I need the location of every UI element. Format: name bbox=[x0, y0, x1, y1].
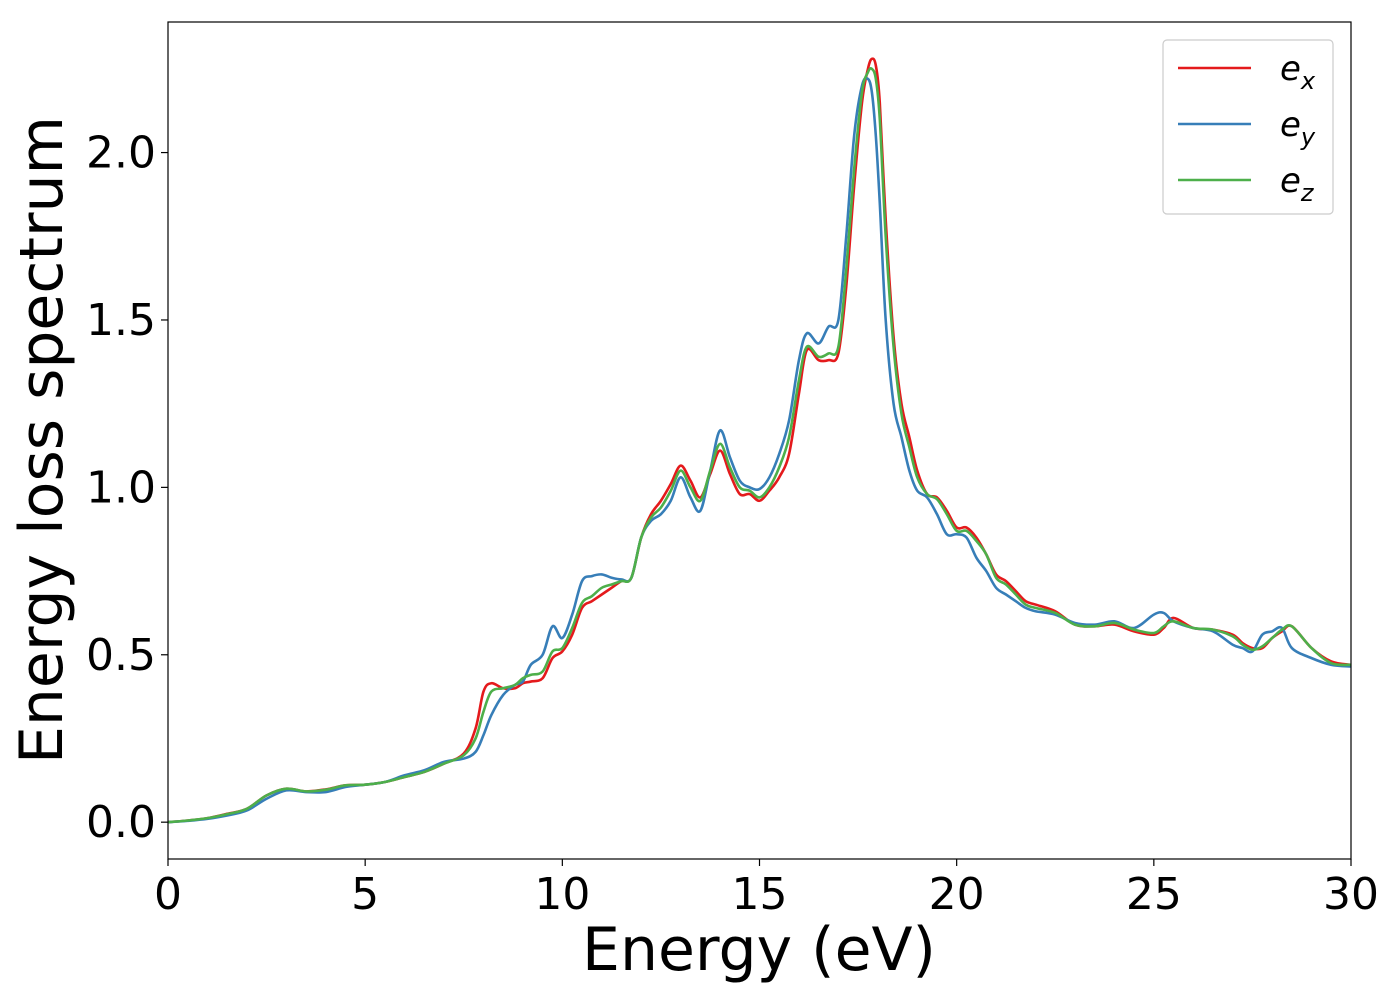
legend-label-e-x: ex bbox=[1280, 49, 1316, 95]
legend-label-e-z: ez bbox=[1280, 161, 1315, 207]
y-tick-label: 0.0 bbox=[86, 797, 156, 848]
x-axis-title: Energy (eV) bbox=[582, 915, 936, 985]
legend-frame bbox=[1162, 39, 1334, 215]
x-tick-label: 10 bbox=[534, 869, 590, 920]
series-line-e-z bbox=[168, 67, 1351, 824]
y-tick-label: 2.0 bbox=[86, 128, 156, 179]
x-tick-label: 15 bbox=[732, 869, 788, 920]
plot-lines bbox=[168, 57, 1351, 824]
x-tick-label: 30 bbox=[1323, 869, 1379, 920]
series-line-e-y bbox=[168, 76, 1351, 824]
y-tick-label: 1.5 bbox=[86, 295, 156, 346]
x-tick-label: 5 bbox=[351, 869, 379, 920]
y-axis-title: Energy loss spectrum bbox=[7, 116, 77, 764]
y-axis: 0.0 0.5 1.0 1.5 2.0 bbox=[86, 128, 168, 848]
legend: ex ey ez bbox=[1162, 39, 1334, 215]
x-tick-label: 25 bbox=[1126, 869, 1182, 920]
y-tick-label: 0.5 bbox=[86, 630, 156, 681]
y-tick-label: 1.0 bbox=[86, 462, 156, 513]
x-tick-label: 0 bbox=[154, 869, 182, 920]
x-tick-label: 20 bbox=[929, 869, 985, 920]
legend-label-e-y: ey bbox=[1280, 105, 1316, 151]
x-axis: 0 5 10 15 20 25 30 bbox=[154, 859, 1379, 920]
